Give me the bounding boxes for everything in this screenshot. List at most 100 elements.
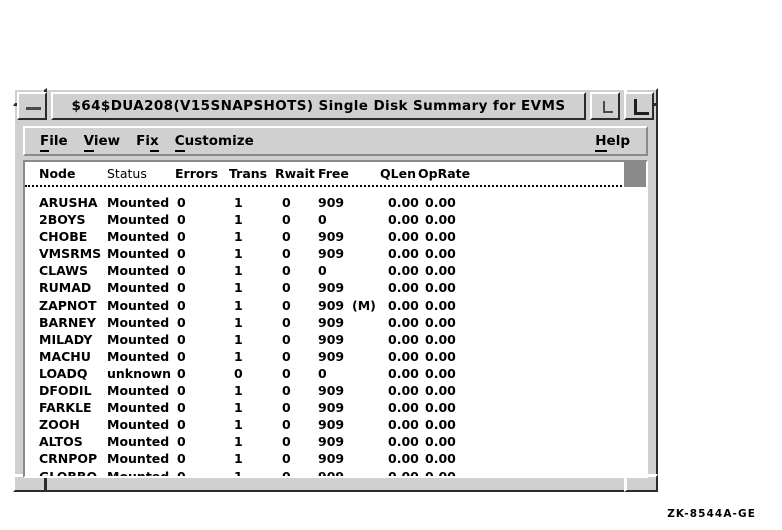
cell-node: ARUSHA <box>39 195 98 210</box>
menu-item-file[interactable]: File <box>32 133 76 152</box>
cell-node: GLOBBO <box>39 468 98 478</box>
minimize-button[interactable] <box>17 92 47 120</box>
cell-oprate: 0.00 <box>425 400 456 416</box>
column-header-rwait[interactable]: Rwait <box>275 166 315 181</box>
menu-item-help[interactable]: Help <box>587 133 638 152</box>
table-row[interactable]: MILADY Mounted 0 1 0 909 0.00 0.00 <box>25 332 646 349</box>
table-row[interactable]: ALTOS Mounted 0 1 0 909 0.00 0.00 <box>25 434 646 451</box>
cell-free: 909 <box>318 383 345 399</box>
cell-rwait: 0 <box>282 383 291 399</box>
cell-qlen: 0.00 <box>388 417 419 433</box>
table-row[interactable]: RUMAD Mounted 0 1 0 909 0.00 0.00 <box>25 280 646 297</box>
cell-trans: 1 <box>234 229 243 245</box>
cell-oprate: 0.00 <box>425 263 456 279</box>
cell-qlen: 0.00 <box>388 451 419 467</box>
cell-errors: 0 <box>177 468 186 478</box>
cell-node: ZOOH <box>39 417 80 433</box>
cell-trans: 0 <box>234 365 243 381</box>
cell-qlen: 0.00 <box>388 348 419 364</box>
cell-trans: 1 <box>234 417 243 433</box>
menu-item-view[interactable]: View <box>76 133 128 152</box>
menu-item-fix[interactable]: Fix <box>128 133 167 152</box>
cell-node: ZAPNOT <box>39 297 97 313</box>
header-scrollbar-pad[interactable] <box>624 162 646 187</box>
cell-trans: 1 <box>234 297 243 313</box>
cell-status: Mounted <box>107 400 170 416</box>
table-header-row: Node Status Errors Trans Rwait Free QLen… <box>25 162 646 187</box>
cell-errors: 0 <box>177 229 186 245</box>
cell-status: unknown <box>107 365 172 381</box>
table-row[interactable]: BARNEY Mounted 0 1 0 909 0.00 0.00 <box>25 315 646 332</box>
column-header-qlen[interactable]: QLen <box>380 166 416 181</box>
cell-oprate: 0.00 <box>425 331 456 347</box>
table-row[interactable]: ZOOH Mounted 0 1 0 909 0.00 0.00 <box>25 417 646 434</box>
column-header-errors[interactable]: Errors <box>175 166 219 181</box>
cell-status: Mounted <box>107 280 170 296</box>
application-window: $64$DUA208(V15SNAPSHOTS) Single Disk Sum… <box>13 88 658 492</box>
cell-oprate: 0.00 <box>425 348 456 364</box>
cell-rwait: 0 <box>282 246 291 262</box>
table-row[interactable]: GLOBBO Mounted 0 1 0 909 0.00 0.00 <box>25 468 646 478</box>
cell-errors: 0 <box>177 297 186 313</box>
cell-rwait: 0 <box>282 365 291 381</box>
cell-node: CLAWS <box>39 263 89 279</box>
table-row[interactable]: FARKLE Mounted 0 1 0 909 0.00 0.00 <box>25 400 646 417</box>
cell-free: 909 <box>318 297 345 313</box>
cell-node: 2BOYS <box>39 212 86 228</box>
cell-qlen: 0.00 <box>388 246 419 262</box>
table-row[interactable]: ZAPNOT Mounted 0 1 0 909 (M) 0.00 0.00 <box>25 298 646 315</box>
column-header-status[interactable]: Status <box>107 166 147 181</box>
maximize-button[interactable] <box>624 92 654 120</box>
cell-errors: 0 <box>177 195 186 210</box>
cell-rwait: 0 <box>282 434 291 450</box>
cell-oprate: 0.00 <box>425 383 456 399</box>
cell-rwait: 0 <box>282 331 291 347</box>
cell-oprate: 0.00 <box>425 468 456 478</box>
cell-rwait: 0 <box>282 195 291 210</box>
table-row[interactable]: 2BOYS Mounted 0 1 0 0 0.00 0.00 <box>25 212 646 229</box>
menu-item-customize[interactable]: Customize <box>167 133 262 152</box>
table-row[interactable]: LOADQ unknown 0 0 0 0 0.00 0.00 <box>25 366 646 383</box>
restore-button[interactable] <box>590 92 620 120</box>
cell-trans: 1 <box>234 246 243 262</box>
menu-help-group: Help <box>587 133 638 152</box>
window-title-box[interactable]: $64$DUA208(V15SNAPSHOTS) Single Disk Sum… <box>51 92 586 120</box>
cell-rwait: 0 <box>282 297 291 313</box>
cell-oprate: 0.00 <box>425 417 456 433</box>
cell-node: CHOBE <box>39 229 88 245</box>
cell-qlen: 0.00 <box>388 314 419 330</box>
cell-node: ALTOS <box>39 434 83 450</box>
cell-qlen: 0.00 <box>388 331 419 347</box>
cell-trans: 1 <box>234 383 243 399</box>
cell-status: Mounted <box>107 263 170 279</box>
table-row[interactable]: CLAWS Mounted 0 1 0 0 0.00 0.00 <box>25 263 646 280</box>
column-header-free[interactable]: Free <box>318 166 349 181</box>
cell-status: Mounted <box>107 195 170 210</box>
table-row[interactable]: ARUSHA Mounted 0 1 0 909 0.00 0.00 <box>25 195 646 212</box>
table-row[interactable]: DFODIL Mounted 0 1 0 909 0.00 0.00 <box>25 383 646 400</box>
cell-free: 909 <box>318 195 345 210</box>
cell-qlen: 0.00 <box>388 195 419 210</box>
cell-rwait: 0 <box>282 417 291 433</box>
column-header-node[interactable]: Node <box>39 166 76 181</box>
window-title: $64$DUA208(V15SNAPSHOTS) Single Disk Sum… <box>71 98 566 114</box>
cell-qlen: 0.00 <box>388 400 419 416</box>
cell-errors: 0 <box>177 212 186 228</box>
table-row[interactable]: CHOBE Mounted 0 1 0 909 0.00 0.00 <box>25 229 646 246</box>
cell-free: 0 <box>318 212 327 228</box>
minimize-icon <box>26 107 41 110</box>
cell-oprate: 0.00 <box>425 314 456 330</box>
table-row[interactable]: VMSRMS Mounted 0 1 0 909 0.00 0.00 <box>25 246 646 263</box>
cell-qlen: 0.00 <box>388 263 419 279</box>
cell-node: CRNPOP <box>39 451 98 467</box>
cell-errors: 0 <box>177 365 186 381</box>
table-row[interactable]: MACHU Mounted 0 1 0 909 0.00 0.00 <box>25 349 646 366</box>
cell-errors: 0 <box>177 400 186 416</box>
cell-status: Mounted <box>107 383 170 399</box>
cell-node: BARNEY <box>39 314 96 330</box>
column-header-trans[interactable]: Trans <box>229 166 268 181</box>
cell-errors: 0 <box>177 263 186 279</box>
table-row[interactable]: CRNPOP Mounted 0 1 0 909 0.00 0.00 <box>25 451 646 468</box>
column-header-oprate[interactable]: OpRate <box>418 166 471 181</box>
cell-status: Mounted <box>107 434 170 450</box>
